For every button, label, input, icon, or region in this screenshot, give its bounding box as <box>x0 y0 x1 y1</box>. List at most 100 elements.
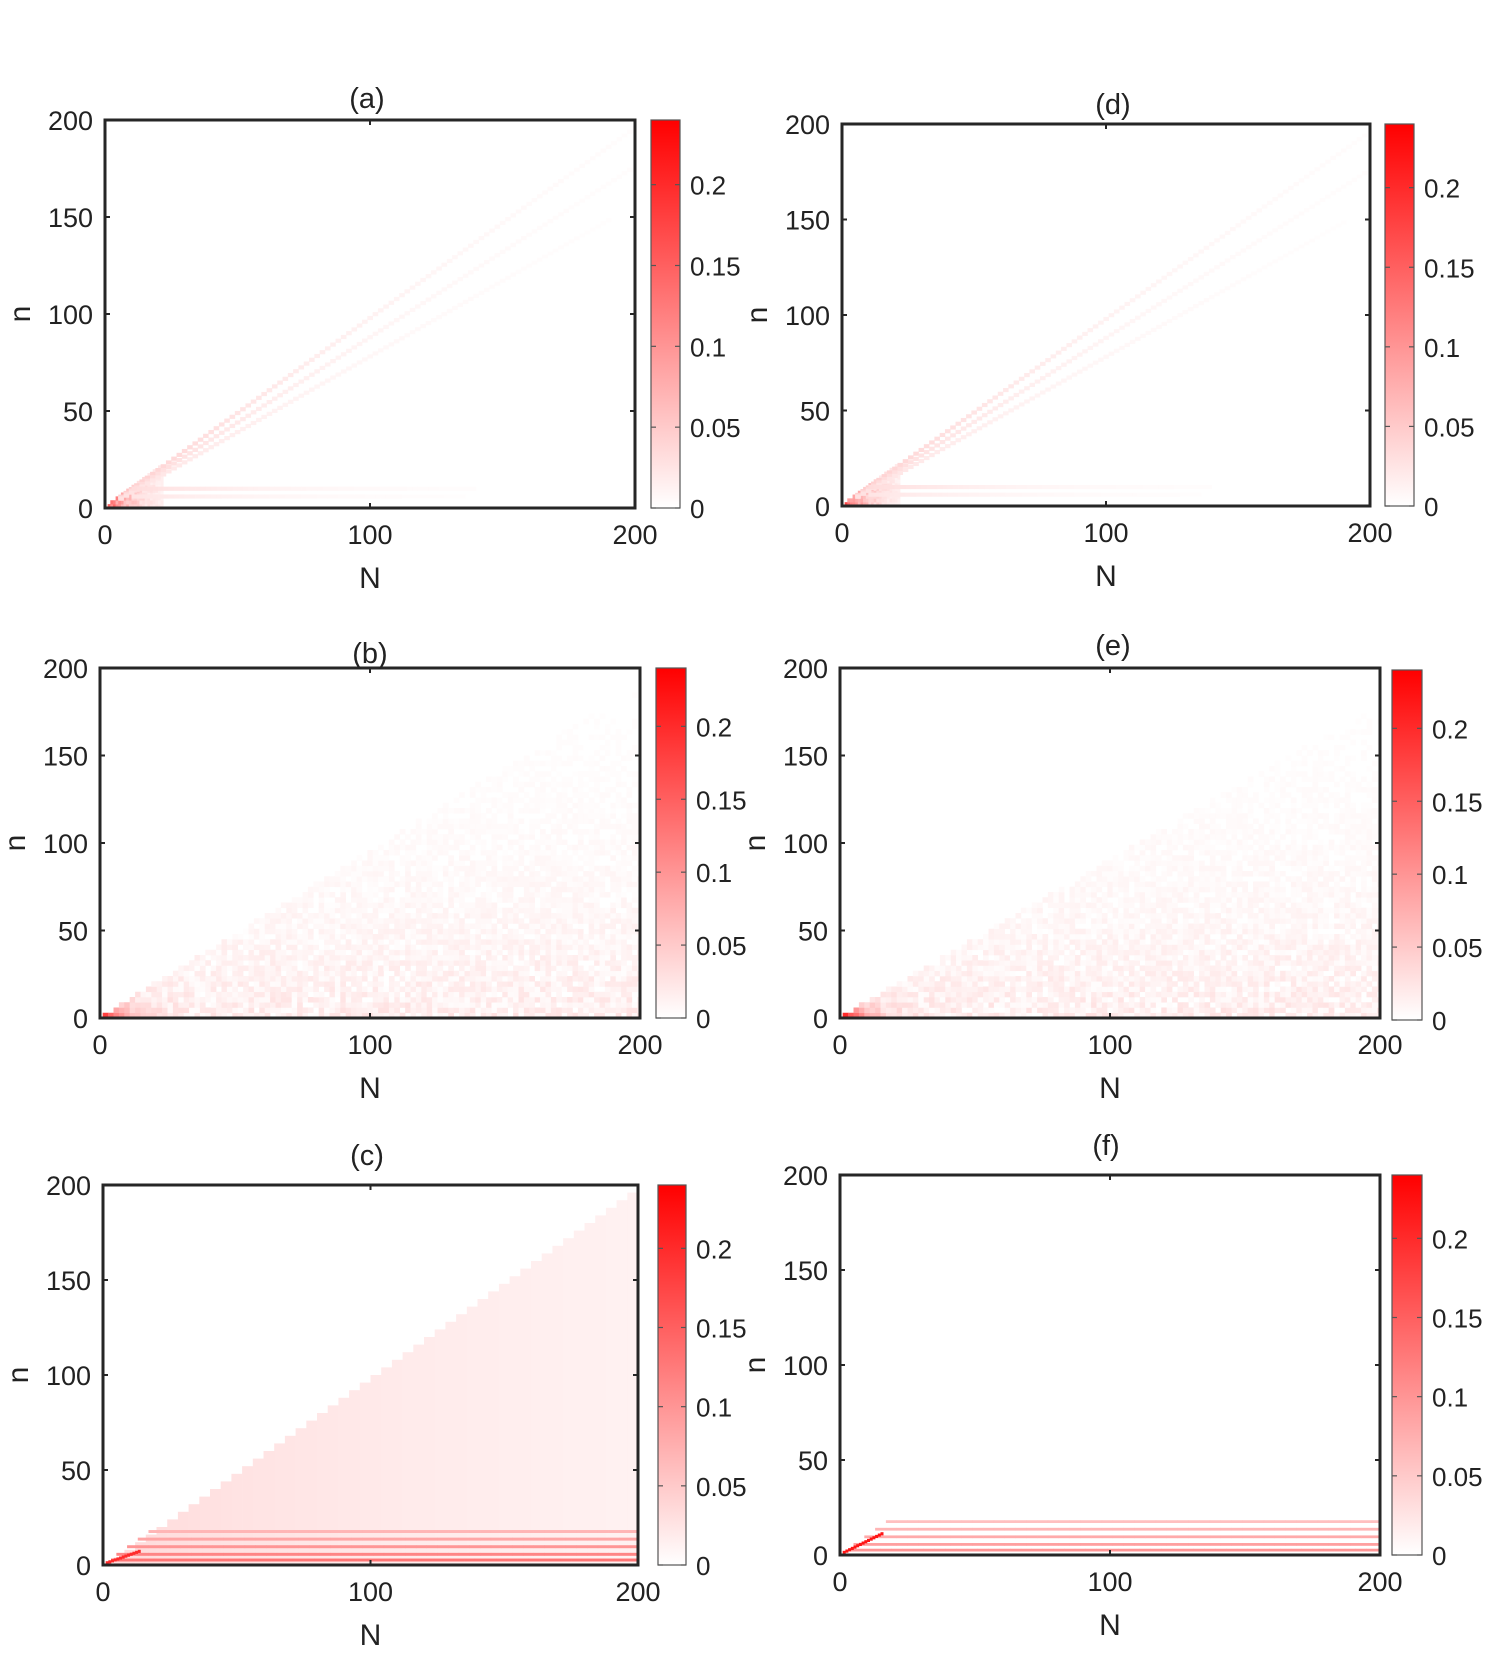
heatmap-cell <box>430 294 437 299</box>
heatmap-cell <box>1101 860 1108 867</box>
heatmap-cell <box>426 1007 433 1014</box>
heatmap-cell <box>577 797 584 804</box>
heatmap-cell <box>1047 976 1054 982</box>
heatmap-cell <box>626 907 633 914</box>
heatmap-cell <box>378 991 384 998</box>
heatmap-cell <box>335 338 342 343</box>
heatmap-cell <box>167 1007 174 1014</box>
heatmap-cell <box>999 928 1005 935</box>
heatmap-cell <box>997 414 1004 419</box>
heatmap-cell <box>334 934 341 940</box>
heatmap-cell <box>966 939 973 945</box>
heatmap-cell <box>453 897 460 903</box>
heatmap-cell <box>621 1007 627 1014</box>
heatmap-cell <box>1092 360 1099 365</box>
heatmap-cell <box>1031 939 1038 945</box>
heatmap-cell <box>453 797 460 804</box>
heatmap-cell <box>1058 997 1065 1003</box>
heatmap-cell <box>1150 844 1157 851</box>
heatmap-cell <box>513 976 519 982</box>
heatmap-cell <box>1042 949 1049 956</box>
heatmap-cell <box>291 897 298 903</box>
heatmap-cell <box>415 918 422 924</box>
heatmap-cell <box>621 766 627 772</box>
heatmap-cell <box>475 834 481 840</box>
heatmap-cell <box>1020 976 1027 982</box>
heatmap-cell <box>448 829 454 835</box>
heatmap-cell <box>213 426 220 431</box>
heatmap-cell <box>577 818 584 825</box>
heatmap-cell <box>1164 484 1170 490</box>
heatmap-cell <box>594 981 600 987</box>
heatmap-cell <box>432 944 438 951</box>
heatmap-cell <box>491 949 498 956</box>
heatmap-cell <box>1161 897 1167 903</box>
heatmap-cell <box>437 955 444 961</box>
heatmap-cell <box>521 205 527 210</box>
heatmap-cell <box>172 986 179 993</box>
heatmap-cell <box>567 818 573 825</box>
heatmap-cell <box>599 745 606 751</box>
heatmap-cell <box>923 444 930 449</box>
heatmap-cell <box>518 970 525 977</box>
heatmap-cell <box>1193 253 1199 258</box>
heatmap-cell <box>1193 944 1200 951</box>
heatmap-cell <box>993 949 1000 956</box>
heatmap-cell <box>908 464 914 470</box>
heatmap-cell <box>356 965 363 972</box>
y-tick-label: 150 <box>48 203 93 233</box>
heatmap-cell <box>142 486 148 491</box>
heatmap-cell <box>610 949 616 956</box>
heatmap-cell <box>1085 955 1092 961</box>
heatmap-cell <box>1172 907 1178 914</box>
heatmap-cell <box>426 928 433 935</box>
heatmap-cell <box>491 865 498 872</box>
heatmap-cell <box>540 860 546 867</box>
heatmap-cell <box>340 944 346 951</box>
heatmap-cell <box>1166 1012 1173 1018</box>
heatmap-cell <box>221 997 228 1003</box>
heatmap-cell <box>865 494 869 499</box>
heatmap-cell <box>1134 844 1140 851</box>
heatmap-cell <box>615 981 622 987</box>
heatmap-cell <box>857 498 861 503</box>
heatmap-cell <box>923 997 930 1003</box>
heatmap-cell <box>1277 256 1284 261</box>
heatmap-cell <box>1179 484 1186 490</box>
heatmap-cell <box>1058 892 1065 898</box>
heatmap-cell <box>1040 361 1046 366</box>
heatmap-cell <box>388 949 395 956</box>
heatmap-cell <box>594 934 600 940</box>
heatmap-cell <box>446 258 453 264</box>
heatmap-cell <box>934 443 940 448</box>
heatmap-cell <box>151 991 157 998</box>
heatmap-cell <box>518 787 525 793</box>
heatmap-cell <box>583 902 589 909</box>
heatmap-cell <box>545 970 552 977</box>
heatmap-cell <box>453 997 460 1003</box>
heatmap-cell <box>144 504 148 508</box>
heatmap-cell <box>947 484 954 490</box>
heatmap-cell <box>264 1002 271 1008</box>
heatmap-cell <box>1103 354 1109 359</box>
heatmap-cell <box>572 902 579 909</box>
heatmap-cell <box>372 991 379 998</box>
heatmap-cell <box>540 913 546 919</box>
y-tick-label: 0 <box>73 1004 88 1034</box>
heatmap-cell <box>1188 876 1194 882</box>
heatmap-cell <box>388 986 395 993</box>
heatmap-cell <box>1091 991 1097 998</box>
heatmap-cell <box>583 760 589 767</box>
heatmap-cell <box>1314 201 1321 206</box>
heatmap-cell <box>367 876 373 882</box>
heatmap-cell <box>432 986 438 993</box>
heatmap-cell <box>135 991 141 998</box>
heatmap-cell <box>1272 228 1278 233</box>
heatmap-cell <box>410 981 417 987</box>
heatmap-cell <box>426 897 433 903</box>
heatmap-cell <box>875 1002 881 1008</box>
heatmap-cell <box>523 802 530 809</box>
heatmap-cell <box>923 455 930 461</box>
heatmap-cell <box>226 955 233 961</box>
heatmap-cell <box>208 437 214 442</box>
